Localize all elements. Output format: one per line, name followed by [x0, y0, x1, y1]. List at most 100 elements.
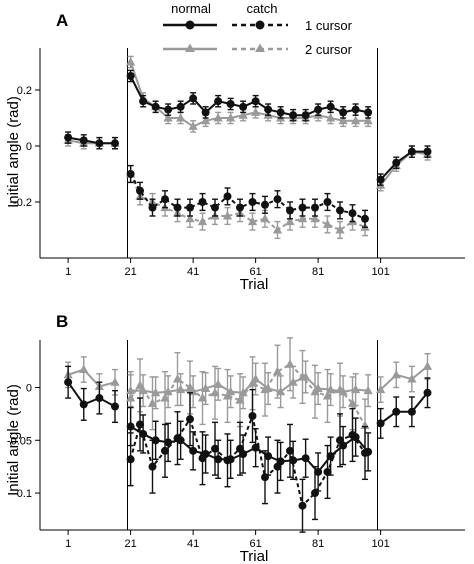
panel-b-normal-1-cursor-point: [301, 454, 310, 463]
panel-b-catch-2-cursor-point: [347, 398, 358, 407]
legend-catch-1-cursor-sample: [232, 20, 288, 30]
panel-a-normal-2-cursor-point: [351, 115, 361, 125]
panel-a-catch-1-cursor-point: [186, 203, 194, 212]
panel-a-normal-1-cursor-point: [95, 139, 104, 148]
panel-b-normal-1-cursor-point: [376, 419, 385, 428]
legend: normal catch 1 cursor 2 cursor: [163, 1, 353, 57]
panel-a-ytick-label-2: 0.2: [17, 85, 32, 97]
panel-b-normal-2-cursor-point: [238, 387, 248, 397]
panel-b-catch-1-cursor-series: [126, 388, 369, 533]
panel-a-normal-1-cursor-point: [301, 111, 310, 120]
panel-a-catch-1-cursor-point: [286, 206, 294, 215]
panel-a-normal-1-cursor-point: [214, 97, 223, 106]
panel-a-xlabel: Trial: [240, 276, 269, 293]
panel-a-normal-1-cursor-point: [239, 102, 248, 111]
panel-b-label: B: [56, 312, 68, 331]
panel-b-catch-1-cursor-point: [298, 501, 307, 510]
panel-b-catch-2-cursor-point: [235, 395, 245, 404]
panel-b-xtick-label-3: 61: [250, 538, 262, 550]
panel-a-catch-1-cursor-point: [148, 203, 157, 212]
panel-a-catch-1-cursor-series: [126, 164, 369, 228]
panel-a-normal-2-cursor-point: [238, 110, 248, 119]
panel-a-catch-1-cursor-point: [361, 214, 369, 223]
panel-b-normal-2-cursor-point: [351, 384, 361, 394]
panel-a-normal-2-cursor-series: [63, 55, 433, 192]
panel-b-catch-1-cursor-point: [323, 467, 332, 476]
panel-b-normal-2-cursor-point: [201, 383, 211, 393]
panel-b-normal-2-cursor-point: [422, 361, 433, 370]
panel-a-normal-1-cursor-point: [126, 72, 135, 80]
panel-b-normal-1-cursor-point: [139, 429, 148, 438]
panel-b-catch-1-cursor-point: [273, 462, 282, 471]
panel-a-normal-2-cursor-point: [251, 107, 261, 116]
panel-a-normal-2-cursor-point: [163, 113, 173, 122]
panel-a-normal-2-cursor-point: [188, 121, 198, 130]
panel-b-normal-1-cursor-point: [79, 400, 88, 409]
panel-a-normal-1-cursor-series: [64, 69, 432, 186]
panel-a-catch-1-cursor-point: [261, 200, 269, 209]
panel-b-normal-1-cursor-point: [64, 378, 73, 387]
panel-a-normal-1-cursor-point: [176, 102, 185, 111]
panel-b-xtick-label-0: 1: [65, 538, 71, 550]
panel-b-catch-1-cursor-point: [248, 412, 257, 420]
panel-b-normal-1-cursor-point: [314, 467, 323, 476]
panel-a-catch-1-cursor-point: [198, 198, 207, 206]
panel-a-normal-2-cursor-point: [213, 113, 223, 122]
panel-a-xtick-label-2: 41: [187, 266, 199, 278]
panel-a-ylabel: Initial angle (rad): [5, 96, 22, 208]
panel-b-catch-1-cursor-point: [136, 420, 144, 429]
panel-a-xtick-label-5: 101: [371, 266, 389, 278]
panel-a-catch-1-cursor-point: [311, 203, 319, 212]
panel-b-normal-1-cursor-point: [189, 446, 198, 455]
panel-a-xtick-label-0: 1: [65, 266, 71, 278]
panel-b-chart: -0.1 -0.05 0 1 21 41 61 81 101 Initial angle (ra…: [5, 337, 465, 564]
panel-b-catch-1-cursor-point: [236, 444, 244, 453]
panel-a-catch-2-cursor-point: [272, 225, 283, 234]
panel-a-chart: -0.2 0 0.2 1 21 41 61 81 101 Initial angle (rad)…: [5, 48, 465, 293]
legend-label-2-cursor: 2 cursor: [305, 42, 353, 57]
panel-b-normal-2-cursor-point: [213, 379, 223, 388]
panel-a-catch-2-cursor-point: [322, 219, 333, 228]
panel-a-catch-1-cursor-point: [323, 198, 332, 206]
panel-a-catch-2-cursor-point: [310, 213, 320, 223]
panel-a-xtick-label-3: 61: [250, 266, 262, 278]
panel-a-normal-1-cursor-point: [64, 133, 73, 142]
panel-a-catch-2-cursor-point: [197, 216, 208, 226]
panel-b-catch-1-cursor-point: [148, 462, 157, 471]
panel-b-catch-2-cursor-line-0: [129, 363, 366, 426]
panel-b-catch-2-cursor-point: [335, 384, 345, 394]
panel-b-normal-2-cursor-point: [110, 377, 120, 386]
panel-b-normal-1-cursor-point: [264, 452, 273, 461]
panel-a-catch-2-cursor-point: [260, 213, 270, 223]
panel-b-normal-1-cursor-point: [423, 388, 432, 397]
panel-a-normal-1-cursor-point: [314, 105, 323, 114]
panel-b-normal-1-cursor-point: [126, 422, 135, 431]
panel-b-normal-2-cursor-point: [288, 377, 298, 386]
panel-b-normal-1-cursor-series: [64, 365, 432, 492]
panel-b-catch-1-cursor-point: [126, 455, 135, 464]
panel-a-catch-1-cursor-point: [136, 186, 144, 195]
panel-a-catch-1-cursor-point: [236, 203, 244, 212]
panel-b-catch-2-cursor-point: [222, 390, 233, 400]
legend-normal-2-cursor-sample: [163, 43, 217, 52]
panel-a-normal-1-cursor-point: [392, 158, 401, 167]
panel-a-ytick-label-1: 0: [26, 141, 32, 153]
panel-b-catch-2-cursor-point: [272, 366, 283, 376]
panel-a-catch-1-cursor-point: [211, 203, 219, 212]
legend-catch-2-cursor-sample: [232, 43, 288, 52]
panel-a-catch-1-cursor-point: [348, 209, 357, 218]
panel-b-normal-1-cursor-point: [214, 455, 223, 464]
panel-b-catch-1-cursor-point: [223, 456, 232, 465]
panel-b-ylabel: Initial angle (rad): [5, 384, 22, 496]
panel-b-normal-1-cursor-line-2: [380, 392, 429, 425]
panel-b-catch-2-cursor-point: [247, 378, 258, 387]
panel-a-normal-1-cursor-point: [189, 94, 198, 103]
panel-b-normal-2-cursor-point: [407, 374, 417, 383]
panel-b-normal-1-cursor-point: [111, 402, 119, 411]
panel-a-xtick-label-4: 81: [312, 266, 324, 278]
panel-b-catch-1-cursor-point: [261, 473, 269, 482]
panel-a-normal-2-cursor-point: [338, 115, 348, 125]
panel-a-normal-2-cursor-point: [201, 115, 211, 125]
panel-a-normal-1-cursor-point: [339, 108, 348, 117]
